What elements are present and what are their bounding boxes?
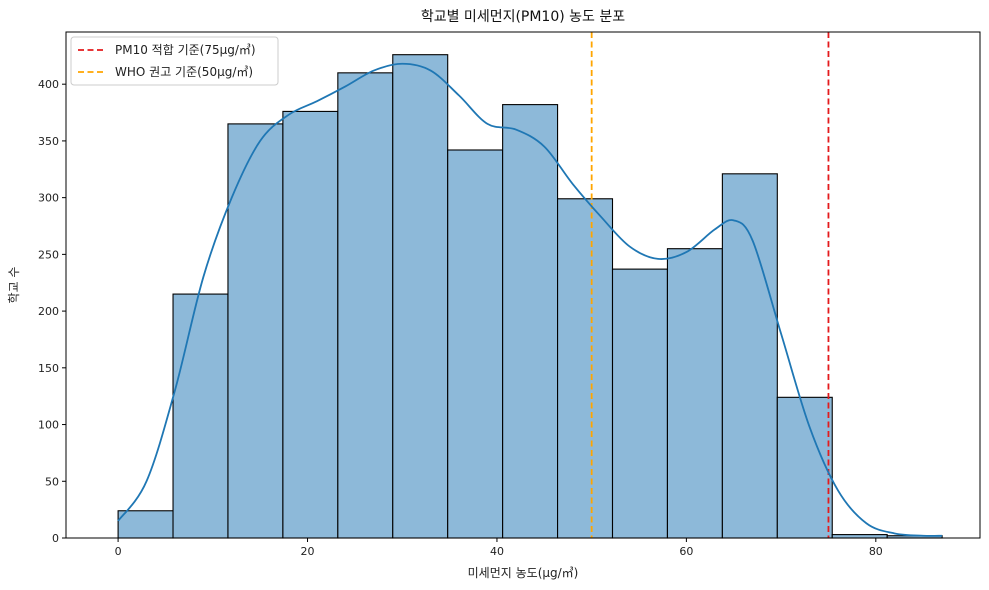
histogram-bar xyxy=(776,396,833,539)
kde-curve xyxy=(117,62,943,537)
legend-label-who: WHO 권고 기준(50μg/㎥) xyxy=(115,65,253,79)
histogram-bar xyxy=(502,104,559,539)
y-tick-label: 300 xyxy=(38,192,59,205)
y-tick-label: 400 xyxy=(38,78,59,91)
histogram-bar xyxy=(831,534,888,539)
legend-box xyxy=(70,36,279,86)
histogram-bar xyxy=(666,248,723,539)
legend: PM10 적합 기준(75μg/㎥) WHO 권고 기준(50μg/㎥) xyxy=(70,36,279,86)
y-axis-ticks: 0 50 100 150 200 250 300 350 400 xyxy=(38,78,66,545)
reference-lines xyxy=(590,32,830,538)
plot-frame xyxy=(65,31,981,539)
histogram-bar xyxy=(392,54,449,539)
x-axis-ticks: 0 20 40 60 80 xyxy=(115,538,883,558)
y-tick-label: 150 xyxy=(38,362,59,375)
histogram-bar xyxy=(557,198,614,539)
histogram-bar xyxy=(337,72,394,539)
y-tick-label: 200 xyxy=(38,305,59,318)
x-tick-label: 0 xyxy=(115,545,122,558)
chart-title: 학교별 미세먼지(PM10) 농도 분포 xyxy=(421,9,625,25)
x-tick-label: 60 xyxy=(679,545,693,558)
x-axis-label: 미세먼지 농도(μg/㎥) xyxy=(468,566,579,580)
histogram-bar xyxy=(447,149,504,539)
histogram-bars xyxy=(117,54,943,539)
histogram-bar xyxy=(227,123,284,539)
histogram-bar xyxy=(117,510,174,539)
histogram-bar xyxy=(611,268,668,539)
x-tick-label: 80 xyxy=(869,545,883,558)
x-tick-label: 20 xyxy=(301,545,315,558)
histogram-bar xyxy=(721,173,778,539)
x-tick-label: 40 xyxy=(490,545,504,558)
legend-label-pm10: PM10 적합 기준(75μg/㎥) xyxy=(115,43,256,57)
y-axis-label: 학교 수 xyxy=(7,267,21,304)
y-tick-label: 350 xyxy=(38,135,59,148)
y-tick-label: 250 xyxy=(38,248,59,261)
y-tick-label: 50 xyxy=(45,475,59,488)
histogram-bar xyxy=(282,110,339,539)
histogram-bar xyxy=(172,293,229,539)
y-tick-label: 0 xyxy=(52,532,59,545)
y-tick-label: 100 xyxy=(38,419,59,432)
